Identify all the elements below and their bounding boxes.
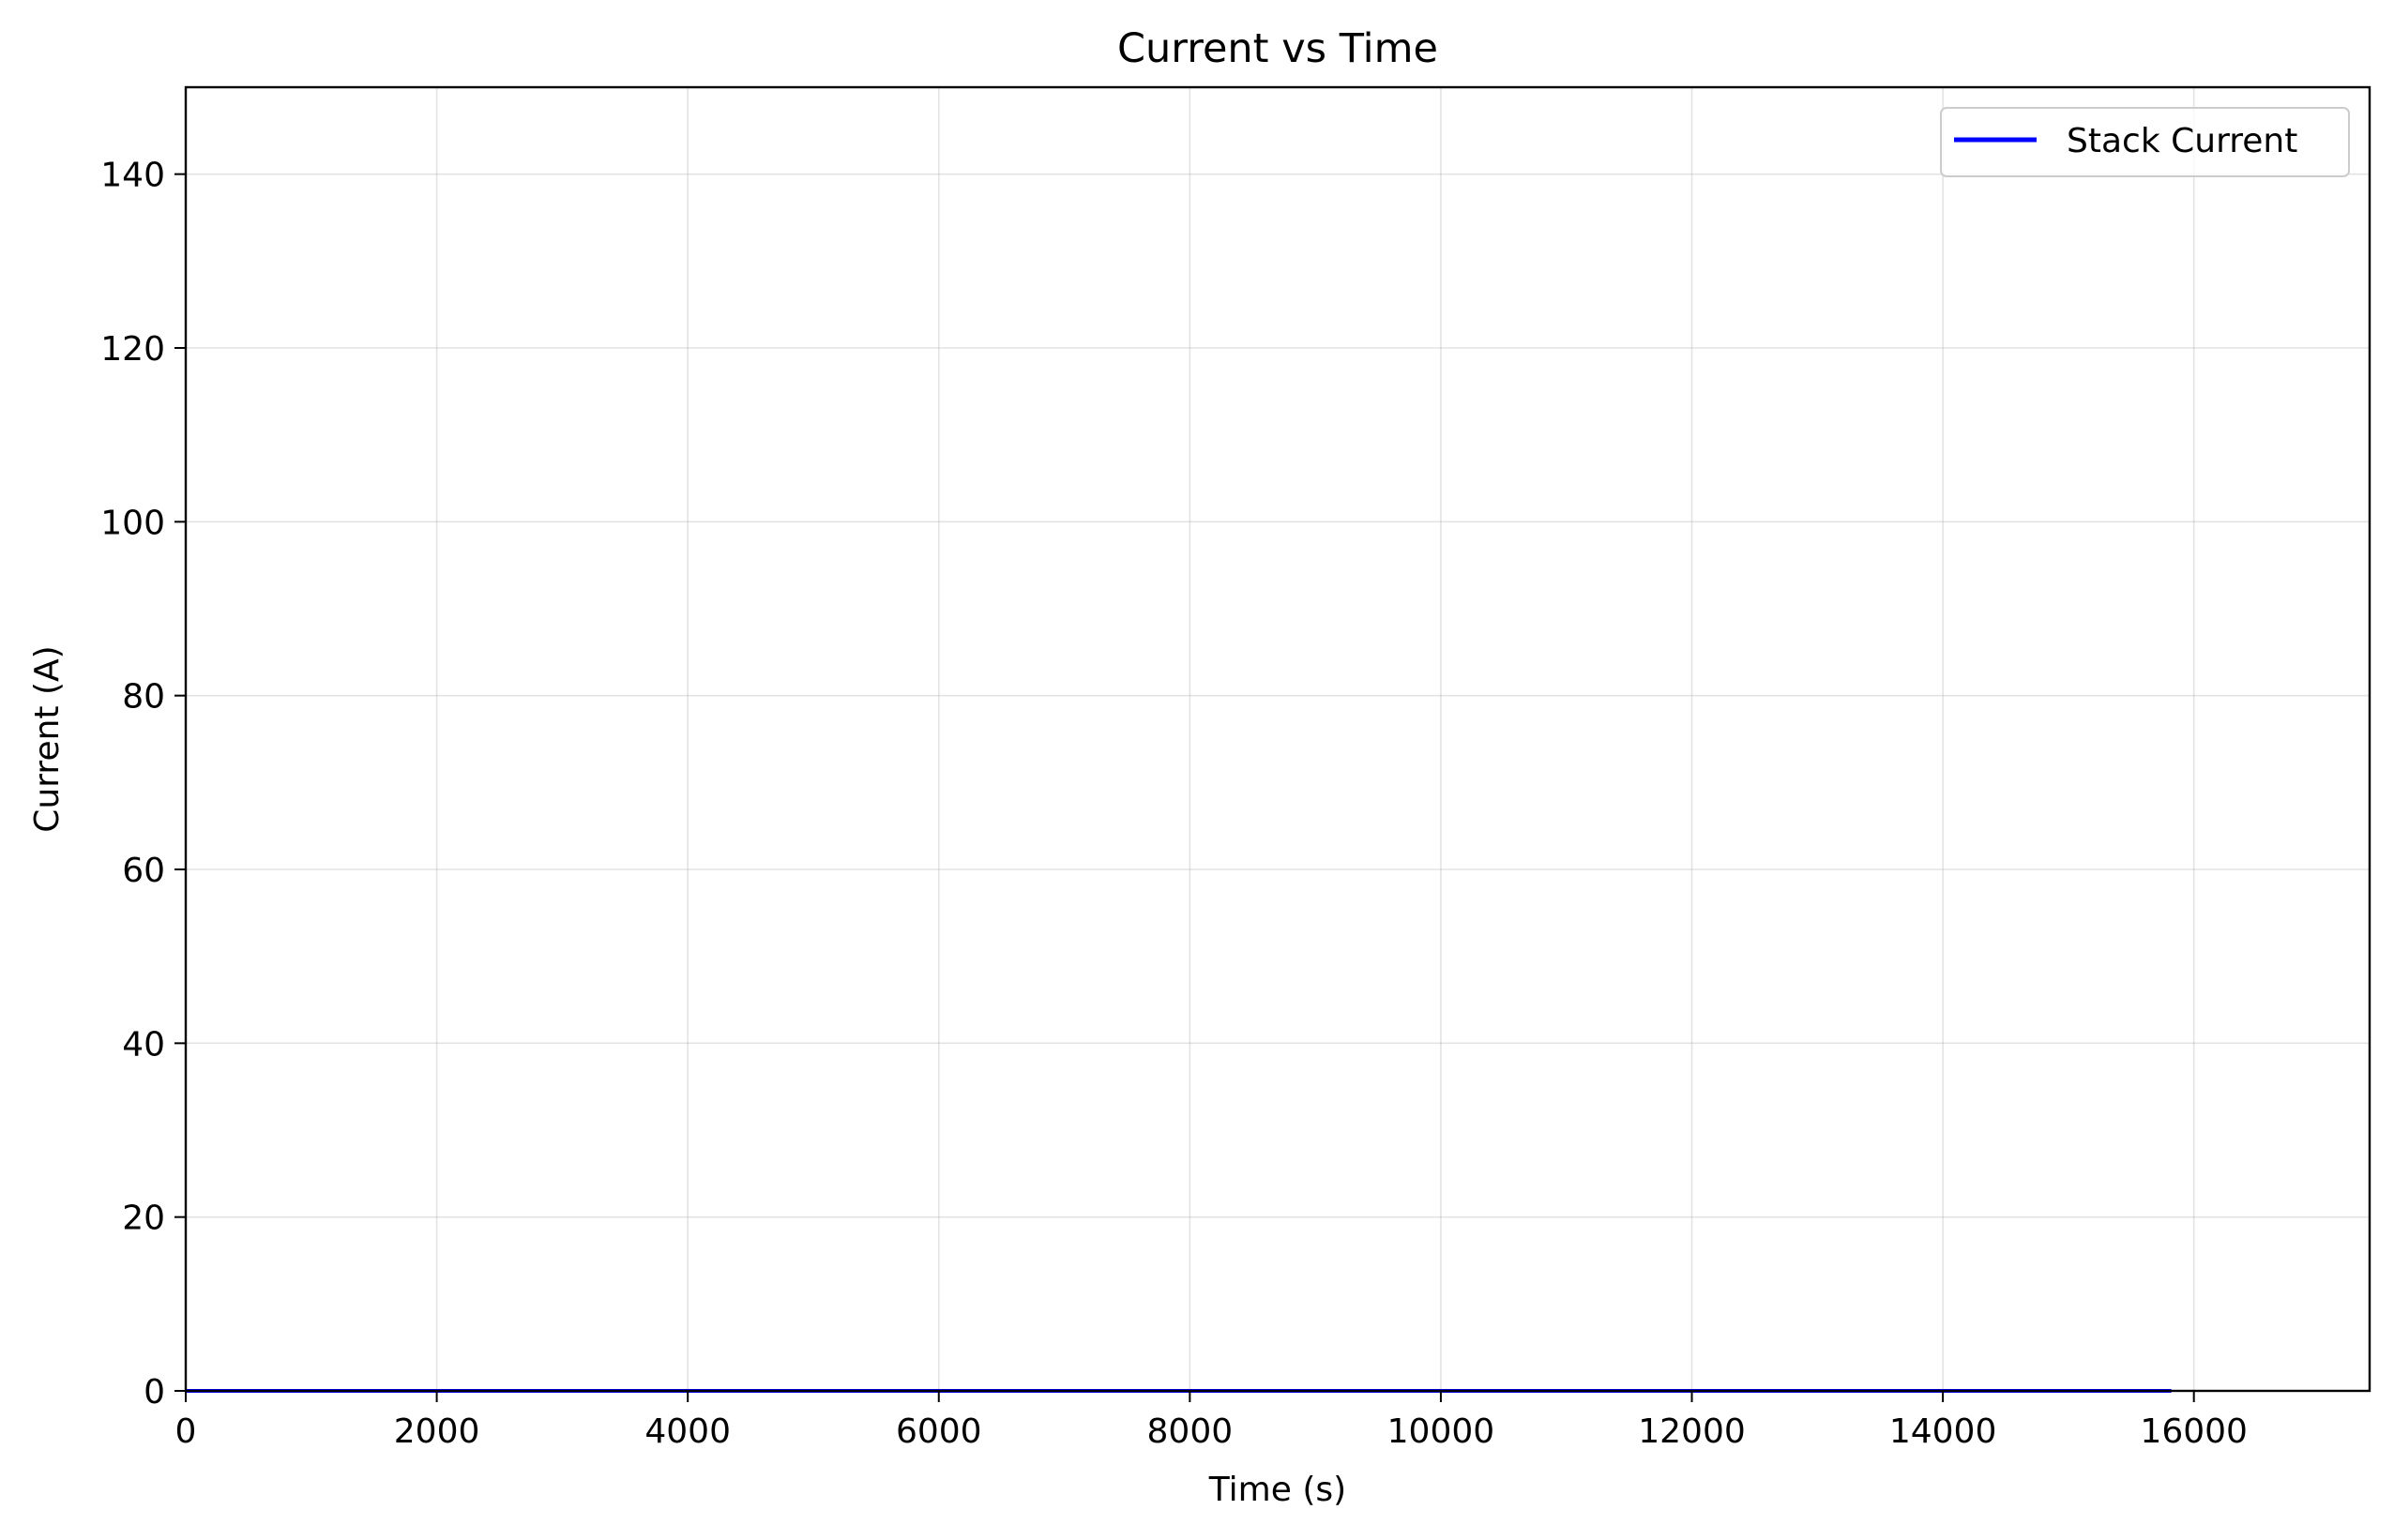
x-tick-label: 12000	[1638, 1412, 1746, 1451]
y-tick-label: 100	[100, 504, 165, 542]
grid	[185, 87, 2370, 1392]
y-tick-label: 0	[144, 1373, 165, 1412]
y-tick-label: 140	[100, 157, 165, 195]
x-tick-label: 10000	[1387, 1412, 1495, 1451]
x-tick-label: 0	[175, 1412, 197, 1451]
y-axis-label: Current (A)	[28, 645, 67, 832]
x-tick-label: 8000	[1147, 1412, 1234, 1451]
chart-title: Current vs Time	[1117, 25, 1438, 72]
y-tick-label: 20	[122, 1200, 165, 1238]
x-tick-label: 2000	[394, 1412, 480, 1451]
legend-box	[1940, 107, 2350, 177]
x-tick-label: 4000	[644, 1412, 731, 1451]
x-tick-label: 14000	[1889, 1412, 1997, 1451]
ticks: 0 2000 4000 6000 8000 10000 12000 14000 16000 0 20…	[100, 157, 2248, 1451]
y-tick-label: 60	[122, 852, 165, 890]
x-tick-label: 6000	[896, 1412, 982, 1451]
plot-frame	[184, 85, 2371, 1393]
y-tick-label: 80	[122, 678, 165, 717]
x-tick-label: 16000	[2140, 1412, 2248, 1451]
legend-label-stack-current: Stack Current	[2067, 122, 2297, 160]
legend: Stack Current	[1940, 107, 2350, 177]
x-axis-label: Time (s)	[1208, 1471, 1346, 1509]
y-tick-label: 40	[122, 1025, 165, 1064]
y-tick-label: 120	[100, 330, 165, 369]
